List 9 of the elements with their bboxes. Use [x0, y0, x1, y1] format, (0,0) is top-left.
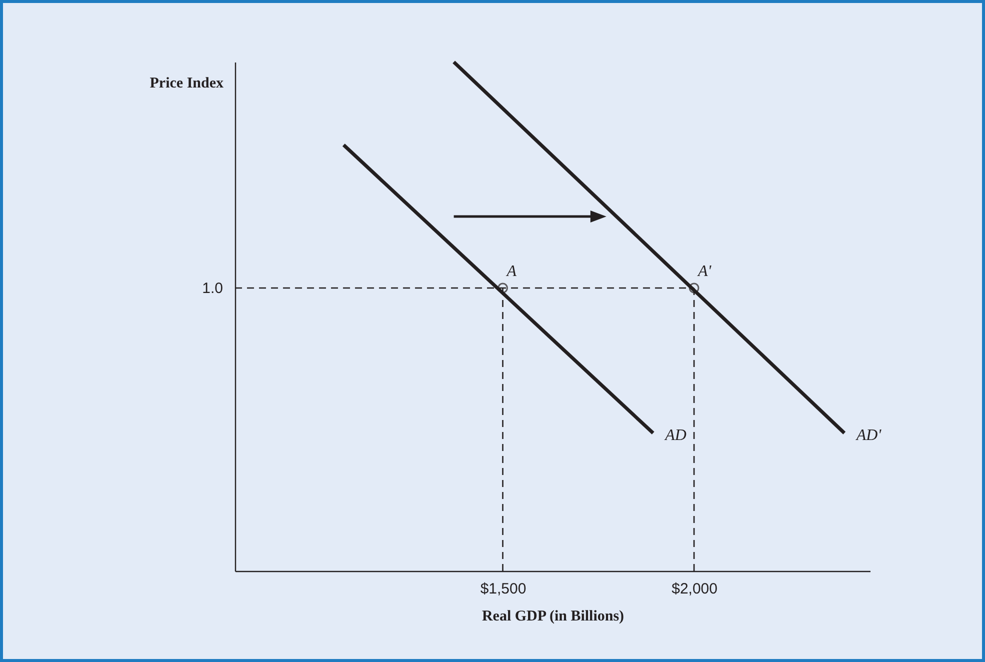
annotation: A'	[697, 262, 712, 280]
series-label: AD	[664, 427, 687, 444]
x-axis-title: Real GDP (in Billions)	[482, 608, 624, 624]
x-tick-label: $1,500	[480, 580, 526, 598]
series-label: AD'	[855, 427, 882, 444]
x-tick-label: $2,000	[672, 580, 718, 598]
text: 1.0	[202, 280, 223, 297]
annotation: A	[506, 262, 517, 280]
y-axis-title: Price Index	[150, 76, 224, 92]
